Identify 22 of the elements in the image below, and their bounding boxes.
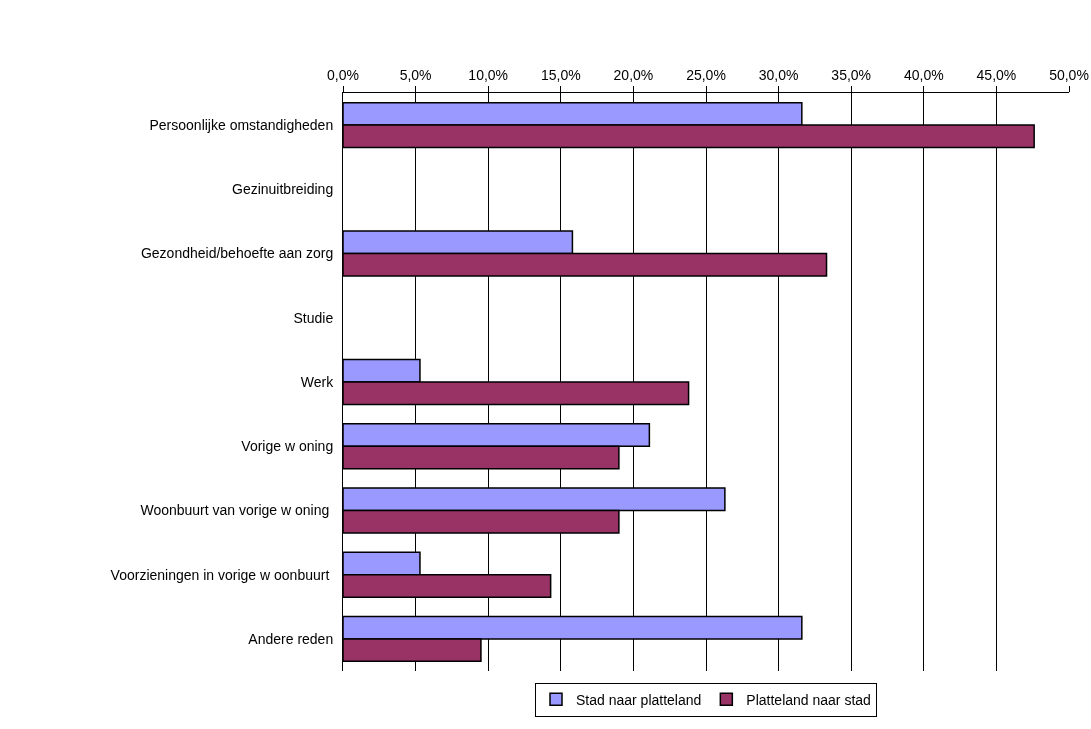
y-tick-label: Andere reden [248, 630, 334, 647]
x-tick-label: 5,0% [399, 67, 432, 84]
y-tick-label: Gezondheid/behoefte aan zorg [140, 245, 334, 262]
x-tick-label: 0,0% [327, 67, 359, 84]
y-tick-label: Vorige w oning [241, 438, 334, 455]
y-tick-label: Studie [293, 309, 334, 326]
x-tick-label: 20,0% [613, 67, 654, 84]
x-tick-label: 50,0% [1049, 67, 1089, 84]
x-tick-label: 40,0% [903, 67, 944, 84]
y-tick-label: Voorzieningen in vorige w oonbuurt [110, 566, 334, 583]
x-tick-label: 25,0% [686, 67, 726, 84]
y-tick-label: Persoonlijke omstandigheden [149, 117, 334, 134]
x-tick-label: 10,0% [468, 67, 509, 84]
x-tick-label: 15,0% [540, 67, 581, 84]
y-tick-label: Woonbuurt van vorige w oning [140, 502, 334, 519]
x-tick-label: 30,0% [758, 67, 799, 84]
x-tick-label: 35,0% [831, 67, 872, 84]
legend-label: Stad naar platteland [576, 691, 702, 708]
y-tick-label: Werk [300, 373, 335, 390]
y-tick-label: Gezinuitbreiding [232, 181, 334, 198]
x-tick-label: 45,0% [976, 67, 1017, 84]
legend-label: Platteland naar stad [746, 691, 871, 708]
